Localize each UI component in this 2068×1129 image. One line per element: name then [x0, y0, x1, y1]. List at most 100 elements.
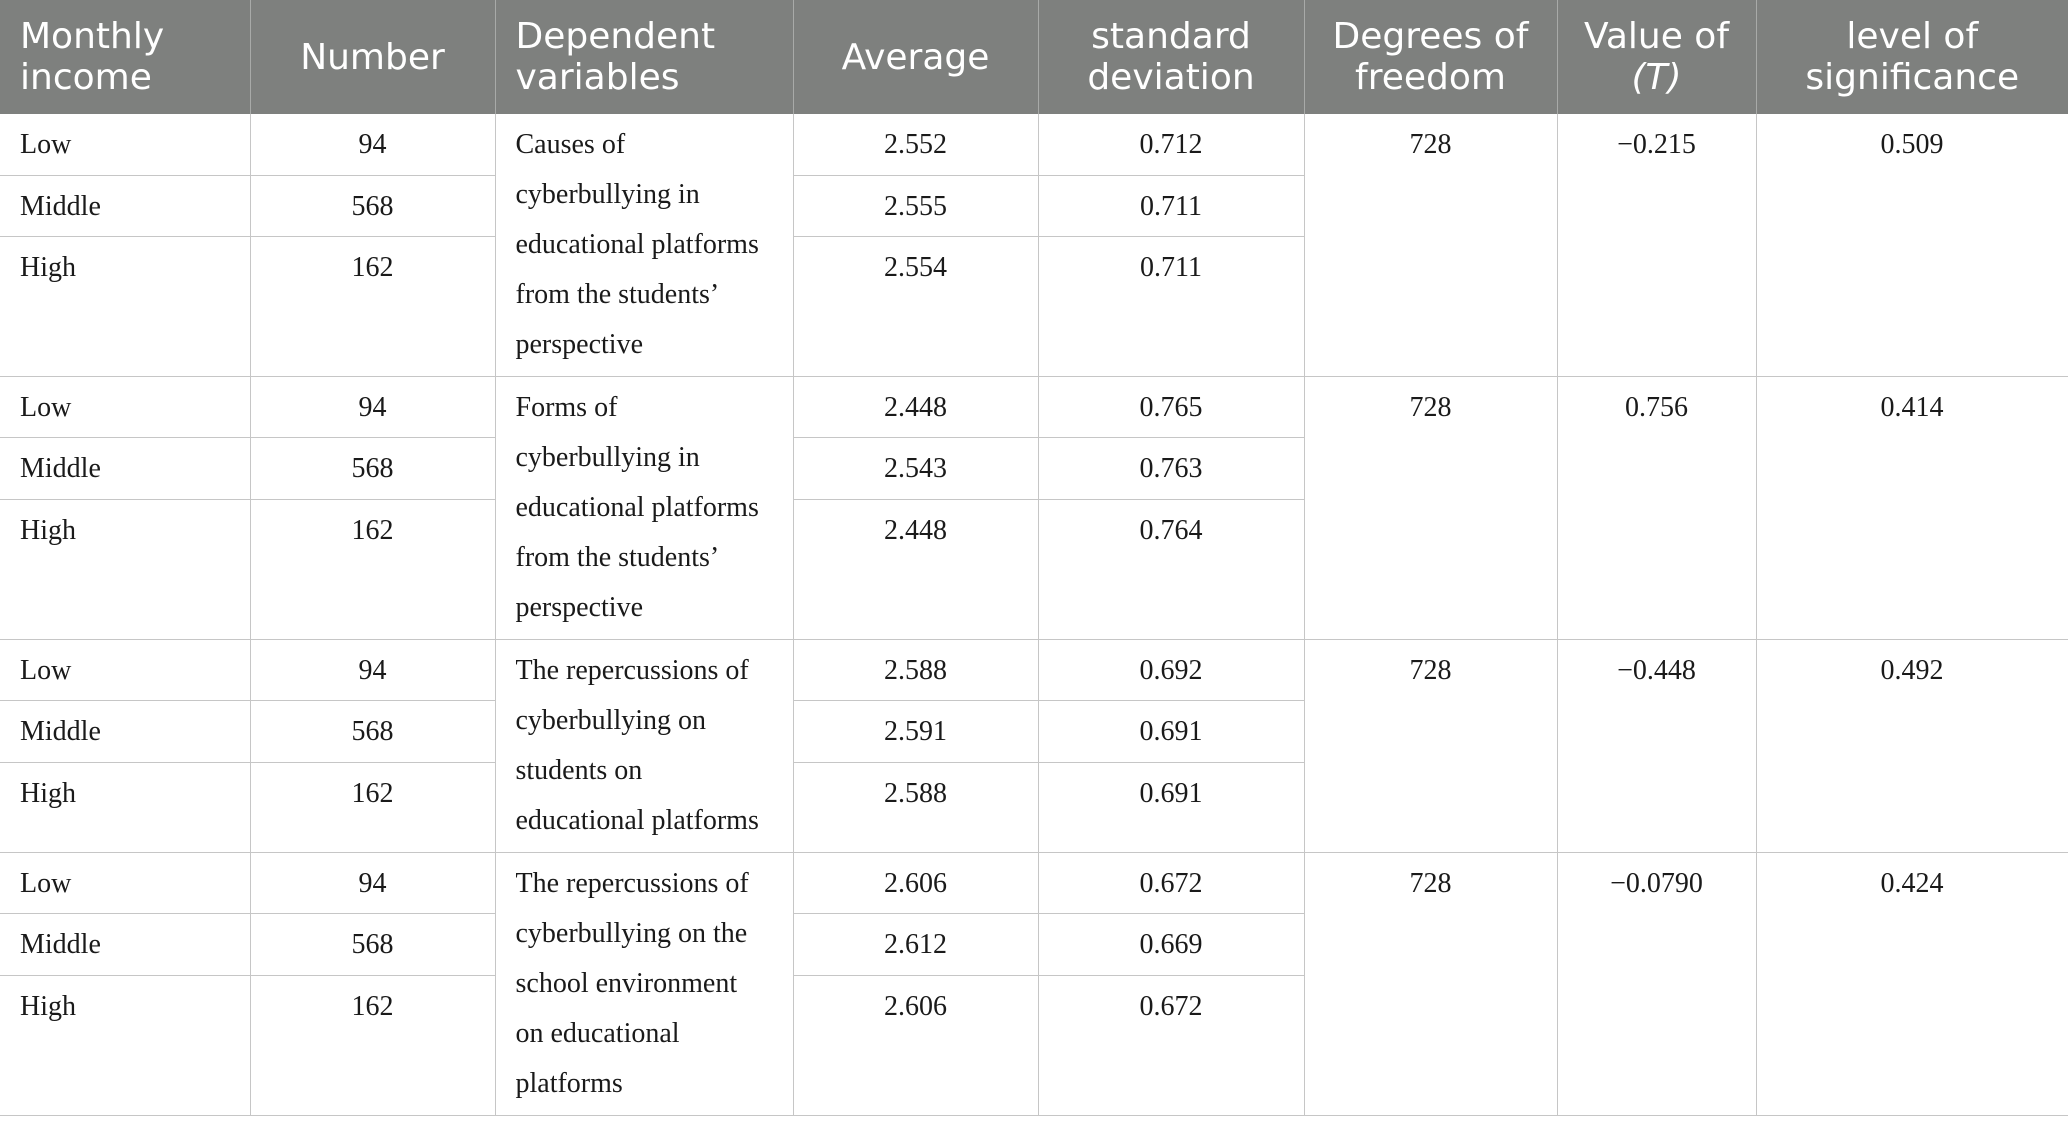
- header-text: significance: [1805, 57, 2020, 98]
- dependent-line: educational platforms: [515, 492, 759, 523]
- header-text: level of: [1846, 16, 1979, 57]
- std-cell: 0.711: [1037, 236, 1305, 377]
- std-cell: 0.691: [1037, 700, 1305, 763]
- average-cell: 2.606: [792, 974, 1039, 1117]
- significance-cell: 0.424: [1755, 852, 2068, 1116]
- number-cell: 94: [249, 851, 496, 915]
- income-cell: High: [0, 974, 251, 1117]
- header-t-value: Value of (T): [1557, 0, 1757, 114]
- income-cell: Low: [0, 851, 251, 915]
- table-row: Low 94 Forms of cyberbullying in educati…: [0, 375, 2068, 640]
- header-text: income: [20, 57, 152, 98]
- header-significance: level of significance: [1756, 0, 2068, 114]
- df-cell: 728: [1303, 114, 1558, 377]
- dependent-variable-cell: The repercussions of cyberbullying on st…: [494, 639, 794, 853]
- header-text: freedom: [1355, 57, 1506, 98]
- t-value-cell: −0.448: [1556, 639, 1757, 853]
- header-standard-deviation: standard deviation: [1038, 0, 1305, 114]
- income-cell: Low: [0, 638, 251, 702]
- std-cell: 0.691: [1037, 761, 1305, 854]
- number-cell: 568: [249, 913, 496, 976]
- average-cell: 2.543: [792, 437, 1039, 500]
- dependent-line: on educational: [515, 1018, 680, 1049]
- number-cell: 94: [249, 114, 496, 176]
- income-cell: High: [0, 761, 251, 854]
- df-cell: 728: [1303, 376, 1558, 640]
- t-value-cell: −0.0790: [1556, 852, 1757, 1116]
- std-cell: 0.669: [1037, 913, 1305, 976]
- dependent-line: educational platforms: [515, 805, 759, 836]
- number-cell: 94: [249, 638, 496, 702]
- header-text: Number: [300, 36, 445, 78]
- header-row: Monthly income Number Dependent variable…: [0, 0, 2068, 114]
- number-cell: 94: [249, 375, 496, 439]
- header-text: standard: [1091, 16, 1251, 57]
- dependent-line: perspective: [515, 592, 644, 623]
- dependent-line: Causes of: [515, 129, 626, 160]
- income-cell: High: [0, 236, 251, 377]
- average-cell: 2.612: [792, 913, 1039, 976]
- dependent-line: cyberbullying in: [515, 442, 700, 473]
- dependent-line: cyberbullying on: [515, 705, 707, 736]
- table-row: Middle 568 2.555 0.711: [0, 174, 2068, 238]
- dependent-line: The repercussions of: [515, 655, 749, 686]
- std-cell: 0.712: [1037, 114, 1305, 176]
- number-cell: 568: [249, 174, 496, 238]
- header-degrees-of-freedom: Degrees of freedom: [1304, 0, 1558, 114]
- dependent-variable-cell: Forms of cyberbullying in educational pl…: [494, 376, 794, 640]
- df-cell: 728: [1303, 639, 1558, 853]
- income-cell: Middle: [0, 700, 251, 763]
- dependent-variable-cell: The repercussions of cyberbullying on th…: [494, 852, 794, 1116]
- income-cell: Middle: [0, 174, 251, 238]
- header-text: Dependent: [515, 16, 716, 57]
- significance-cell: 0.492: [1755, 639, 2068, 853]
- income-cell: Middle: [0, 437, 251, 500]
- dependent-line: students on: [515, 755, 643, 786]
- table-row: High 162 2.554 0.711: [0, 236, 2068, 377]
- number-cell: 568: [249, 437, 496, 500]
- t-value-cell: −0.215: [1556, 114, 1757, 377]
- std-cell: 0.692: [1037, 638, 1305, 702]
- number-cell: 162: [249, 761, 496, 854]
- dependent-line: platforms: [515, 1068, 623, 1099]
- header-text: (T): [1631, 57, 1682, 98]
- number-cell: 162: [249, 236, 496, 377]
- table-row: Middle 568 2.543 0.763: [0, 437, 2068, 500]
- header-text: Average: [841, 36, 990, 78]
- average-cell: 2.591: [792, 700, 1039, 763]
- income-cell: Middle: [0, 913, 251, 976]
- dependent-line: perspective: [515, 329, 644, 360]
- average-cell: 2.555: [792, 174, 1039, 238]
- average-cell: 2.448: [792, 498, 1039, 641]
- average-cell: 2.588: [792, 638, 1039, 702]
- table-row: Low 94 Causes of cyberbullying in educat…: [0, 114, 2068, 377]
- dependent-variable-cell: Causes of cyberbullying in educational p…: [494, 114, 794, 377]
- std-cell: 0.763: [1037, 437, 1305, 500]
- income-cell: Low: [0, 375, 251, 439]
- income-cell: High: [0, 498, 251, 641]
- header-text: Value of: [1583, 16, 1729, 57]
- dependent-line: from the students’: [515, 279, 720, 310]
- dependent-line: cyberbullying in: [515, 179, 700, 210]
- std-cell: 0.711: [1037, 174, 1305, 238]
- dependent-line: school environment: [515, 968, 738, 999]
- table-row: Middle 568 2.591 0.691: [0, 700, 2068, 763]
- header-text: deviation: [1087, 57, 1255, 98]
- t-value-cell: 0.756: [1556, 376, 1757, 640]
- average-cell: 2.448: [792, 375, 1039, 439]
- std-cell: 0.764: [1037, 498, 1305, 641]
- dependent-line: cyberbullying on the: [515, 918, 748, 949]
- header-dependent-variables: Dependent variables: [495, 0, 794, 114]
- significance-cell: 0.509: [1755, 114, 2068, 377]
- average-cell: 2.554: [792, 236, 1039, 377]
- table-row: High 162 2.588 0.691: [0, 761, 2068, 854]
- header-text: Degrees of: [1332, 16, 1529, 57]
- average-cell: 2.588: [792, 761, 1039, 854]
- std-cell: 0.672: [1037, 974, 1305, 1117]
- number-cell: 568: [249, 700, 496, 763]
- header-text: variables: [515, 57, 680, 98]
- table-row: Low 94 The repercussions of cyberbullyin…: [0, 851, 2068, 1116]
- dependent-line: from the students’: [515, 542, 720, 573]
- dependent-line: educational platforms: [515, 229, 759, 260]
- df-cell: 728: [1303, 852, 1558, 1116]
